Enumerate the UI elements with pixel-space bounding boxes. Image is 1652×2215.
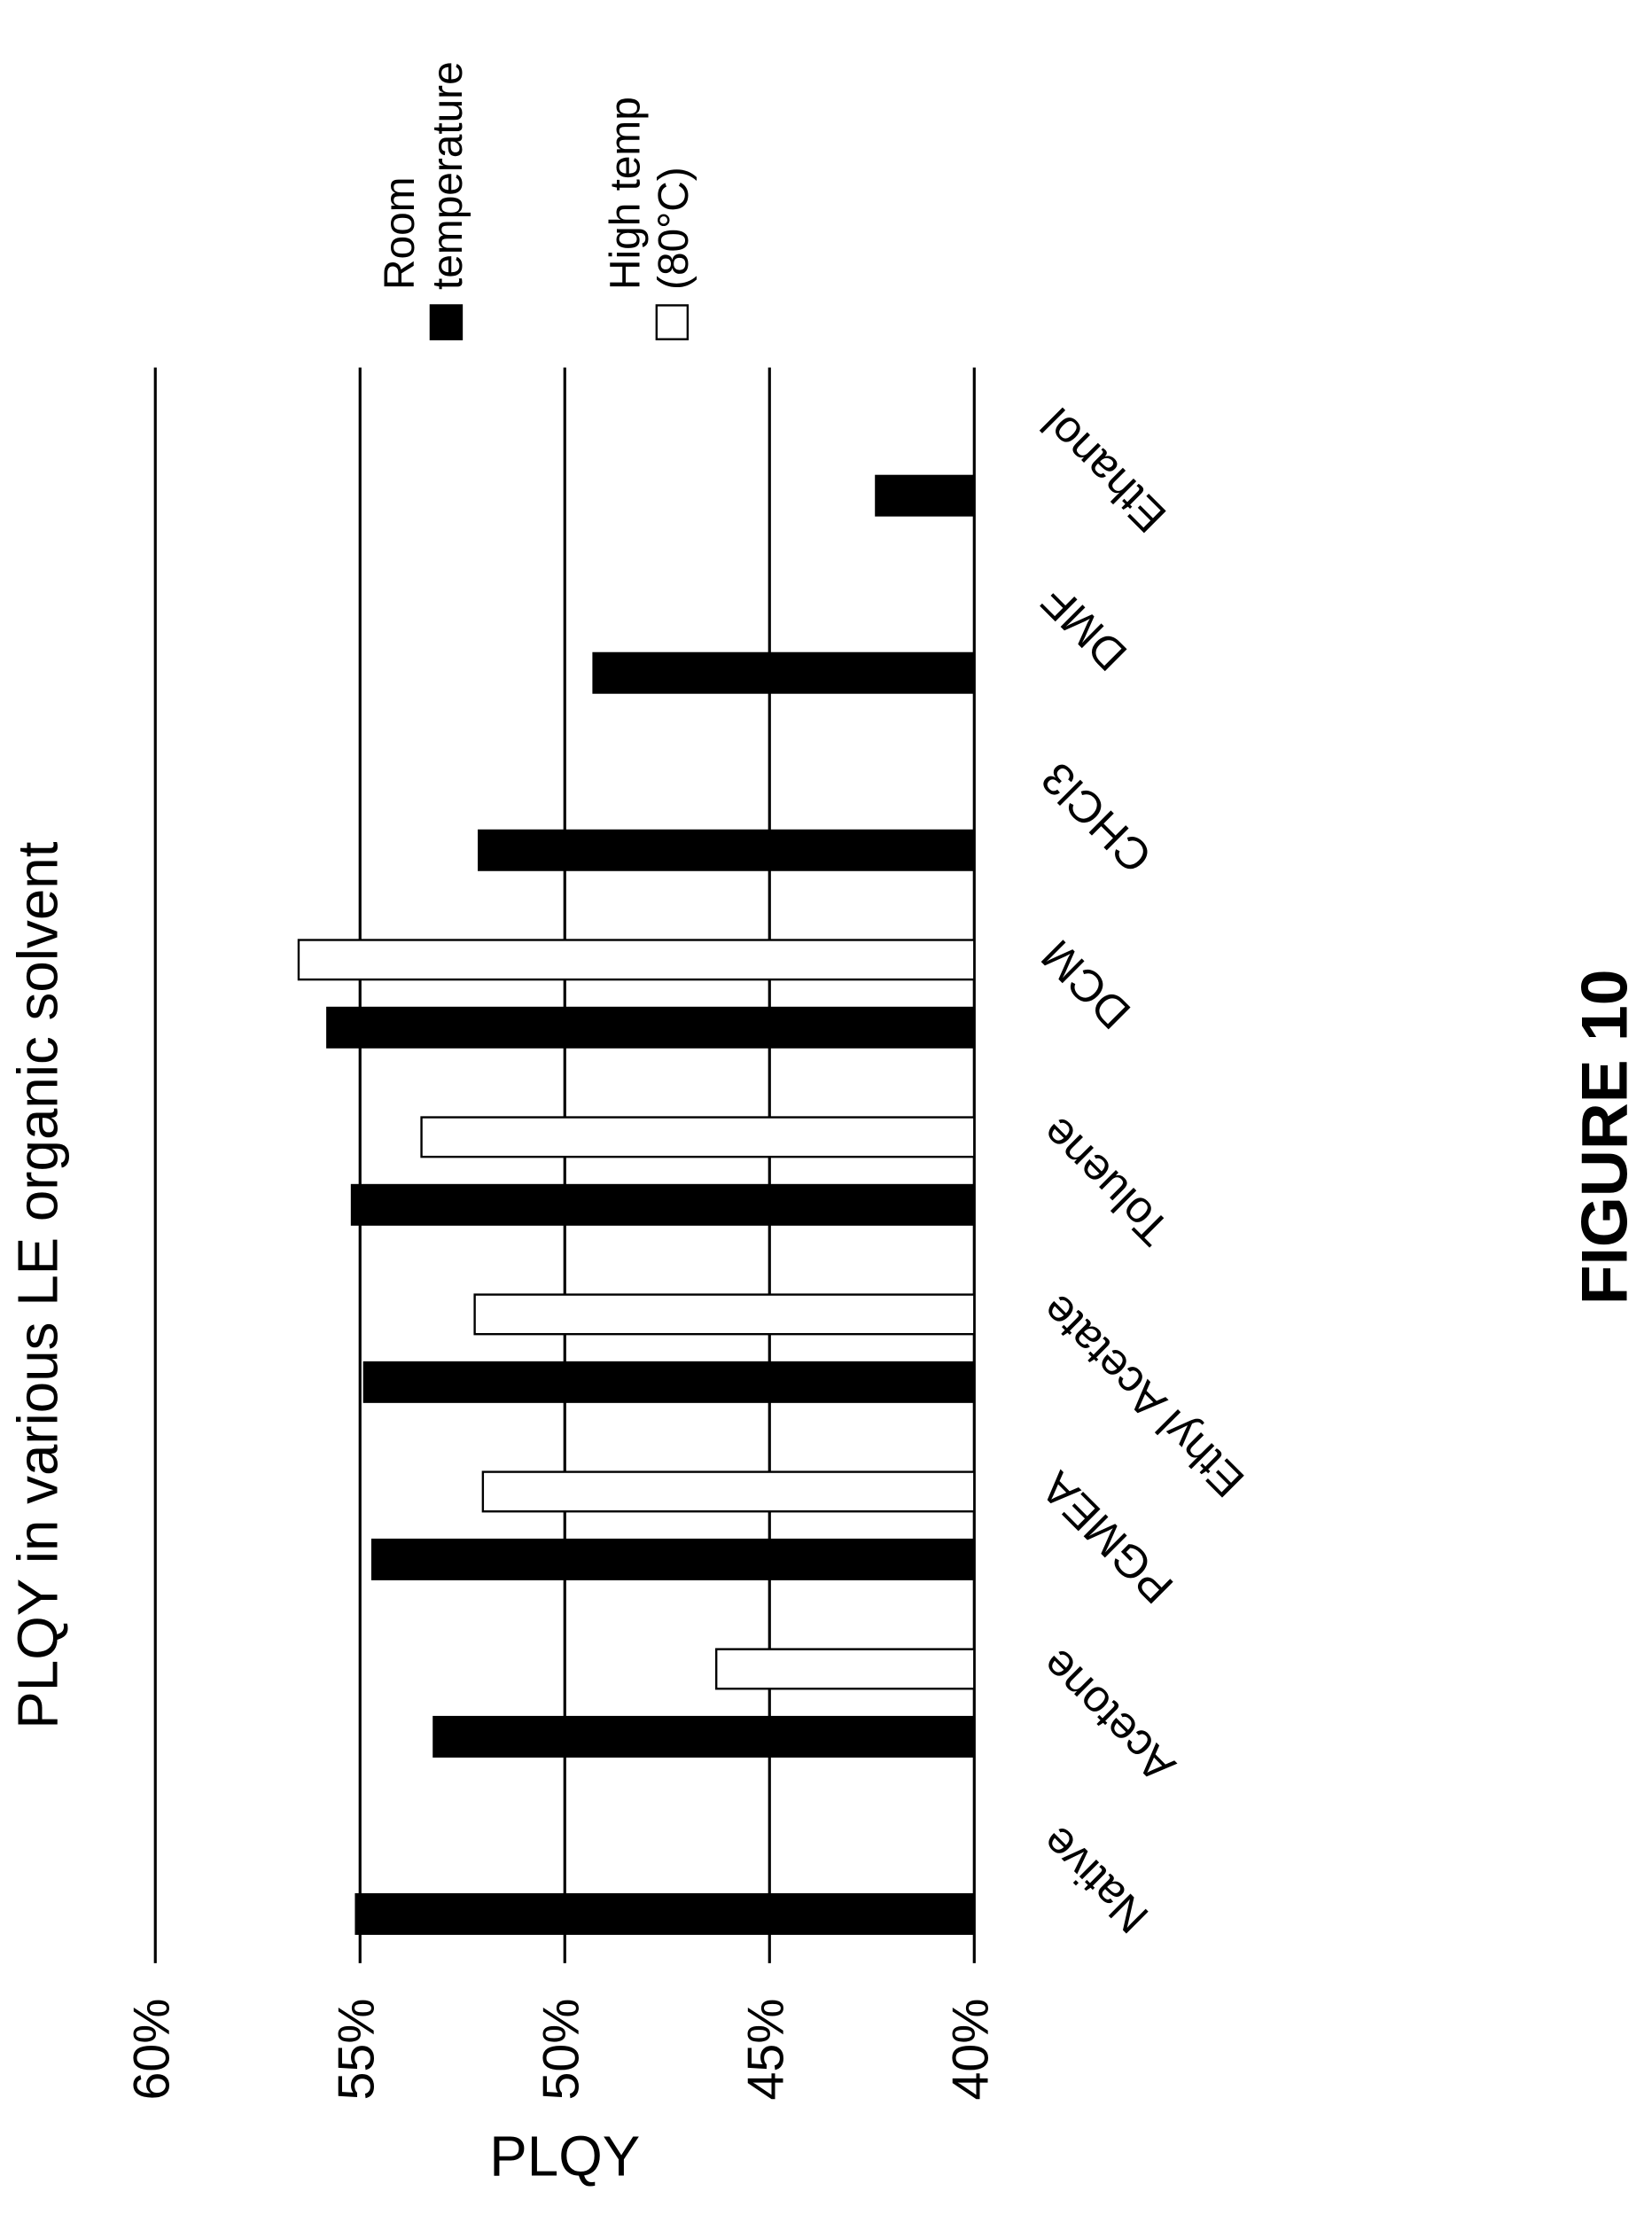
bar: [716, 1650, 974, 1689]
bar: [372, 1540, 974, 1579]
y-tick-label: 55%: [328, 1999, 385, 2101]
x-tick-label: CHCl3: [1032, 753, 1161, 883]
bar: [475, 1295, 975, 1335]
bar: [327, 1008, 974, 1048]
bar: [364, 1362, 974, 1402]
y-tick-label: 50%: [533, 1999, 589, 2101]
y-axis-label: PLQY: [489, 2125, 640, 2188]
legend-swatch: [431, 305, 462, 339]
bar: [352, 1185, 974, 1225]
rotated-chart: PLQY in various LE organic solvent PLQY …: [6, 61, 1641, 2188]
bar: [594, 653, 975, 693]
bar: [422, 1118, 975, 1158]
y-tick-label: 45%: [737, 1999, 794, 2101]
legend-swatch: [657, 305, 688, 339]
bar: [479, 831, 974, 870]
x-tick-label: Native: [1032, 1817, 1157, 1943]
bar: [356, 1894, 975, 1934]
y-tick-label: 40%: [942, 1999, 999, 2101]
x-tick-label: DCM: [1032, 931, 1140, 1039]
x-tick-label: Ethanol: [1032, 398, 1176, 542]
y-tick-label: 60%: [123, 1999, 180, 2101]
legend-label: High temp(80°C): [603, 97, 697, 290]
x-tick-label: PGMEA: [1032, 1462, 1182, 1613]
bar: [483, 1472, 974, 1512]
bar: [433, 1717, 974, 1757]
page: {"chart_data": {"type": "bar", "title": …: [0, 0, 1652, 2211]
chart: PLQY in various LE organic solvent PLQY …: [0, 0, 1652, 2211]
x-tick-label: Acetone: [1032, 1640, 1185, 1793]
legend-label: Roomtemperature: [377, 61, 471, 290]
figure-caption: FIGURE 10: [1569, 970, 1641, 1306]
bar: [299, 940, 974, 980]
chart-title: PLQY in various LE organic solvent: [6, 841, 70, 1728]
x-tick-label: Toluene: [1032, 1108, 1180, 1256]
x-tick-label: DMF: [1032, 576, 1136, 681]
bar: [876, 476, 974, 516]
